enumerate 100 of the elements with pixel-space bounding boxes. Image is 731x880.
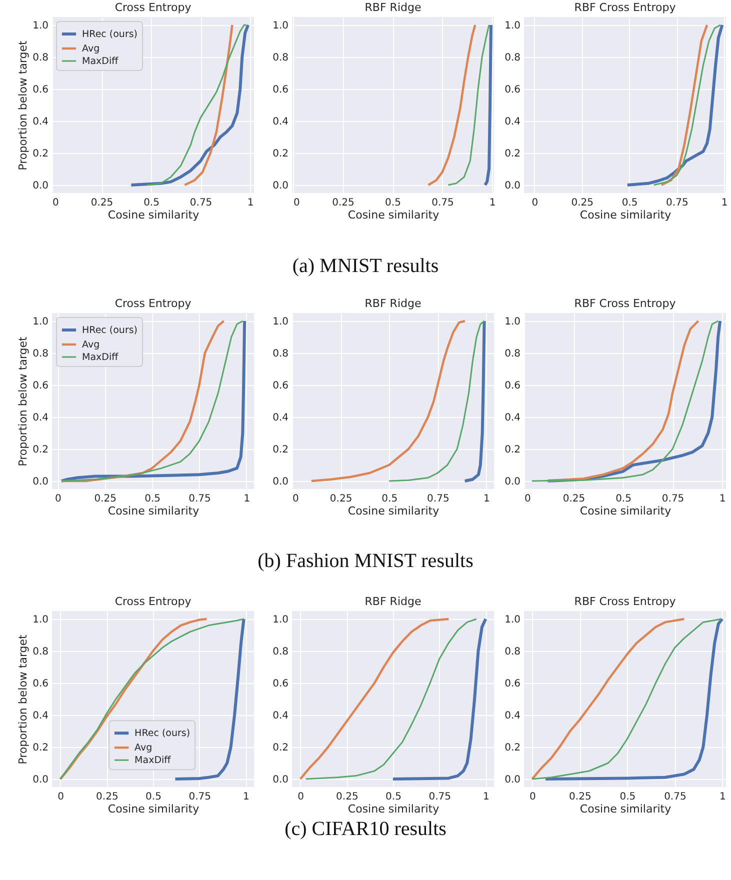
y-tick-label: 0.6 (504, 380, 520, 392)
x-tick-label: 1 (484, 494, 490, 504)
y-tick-label: 0.2 (504, 148, 520, 160)
y-tick-label: 0.6 (272, 84, 288, 96)
y-tick-label: 0.4 (32, 412, 48, 424)
line-series (447, 24, 490, 186)
y-tick-label: 0.0 (32, 774, 48, 786)
chart-title: RBF Cross Entropy (574, 1, 676, 14)
y-axis-title: Proportion below target (16, 40, 30, 170)
chart-title: RBF Ridge (364, 297, 422, 310)
y-tick-label: 0.2 (272, 742, 288, 754)
x-tick-label: 0.75 (190, 198, 212, 208)
x-tick-label: 1 (721, 198, 728, 208)
x-tick-label: 0.5 (144, 198, 160, 208)
line-series (388, 320, 486, 482)
x-tick-label: 0.5 (144, 494, 161, 504)
text: (b) Fashion MNIST results (256, 550, 474, 573)
chart-title: Cross Entropy (114, 1, 192, 14)
x-tick-label: 0.5 (146, 792, 162, 802)
x-tick-label: 0.75 (662, 494, 684, 504)
chart-title: Cross Entropy (114, 297, 192, 310)
line-series (427, 24, 476, 186)
y-tick-label: 0.4 (272, 412, 288, 424)
line-series (310, 320, 466, 482)
line-series (463, 320, 486, 482)
y-tick-label: 0.8 (32, 646, 48, 658)
x-axis-title: Cosine similarity (580, 802, 672, 816)
y-tick-label: 1.0 (32, 614, 48, 626)
x-tick-label: 0 (298, 792, 304, 802)
y-tick-label: 0.8 (272, 646, 288, 658)
line-series (626, 24, 724, 186)
x-tick-label: 0.25 (336, 792, 358, 802)
y-tick-label: 0.6 (504, 678, 520, 690)
y-tick-label: 0.4 (504, 710, 520, 722)
x-axis-title: Cosine similarity (348, 504, 440, 518)
legend-label: MaxDiff (82, 352, 119, 363)
y-tick-label: 0.0 (504, 180, 520, 192)
x-tick-label: 0.25 (562, 494, 586, 504)
x-tick-label: 0 (58, 792, 64, 802)
y-tick-label: 0.6 (504, 84, 520, 96)
x-tick-label: 1 (244, 494, 250, 504)
text: (c) CIFAR10 results (284, 818, 448, 841)
x-tick-label: 0.25 (90, 198, 114, 208)
y-tick-label: 0.2 (32, 444, 48, 456)
line-series (299, 618, 450, 780)
y-tick-label: 1.0 (504, 20, 520, 32)
y-tick-label: 0.6 (272, 380, 288, 392)
x-axis-title: Cosine similarity (108, 504, 200, 518)
legend-label: MaxDiff (82, 56, 119, 67)
x-axis-title: Cosine similarity (348, 802, 440, 816)
y-tick-label: 0.0 (272, 774, 288, 786)
y-tick-label: 0.2 (504, 742, 520, 754)
chart-title: RBF Cross Entropy (574, 595, 676, 608)
line-series (653, 24, 722, 186)
y-tick-label: 0.6 (272, 678, 288, 690)
x-tick-label: 0.75 (188, 792, 211, 802)
y-tick-label: 0.4 (504, 116, 520, 128)
x-tick-label: 0.25 (571, 198, 594, 208)
x-tick-label: 0.5 (382, 494, 398, 504)
x-tick-label: 1 (242, 792, 250, 802)
y-tick-label: 0.0 (32, 476, 48, 488)
text: (a) MNIST results (291, 255, 440, 278)
x-tick-label: 1 (489, 198, 496, 208)
y-tick-label: 0.4 (272, 710, 288, 722)
line-series (392, 618, 488, 780)
x-tick-label: 0.25 (332, 198, 354, 208)
y-tick-label: 0.8 (504, 348, 520, 360)
x-tick-label: 1 (247, 198, 254, 208)
x-tick-label: 0.5 (620, 792, 636, 802)
legend-label: Avg (82, 44, 100, 54)
x-tick-label: 0 (532, 198, 538, 208)
chart-title: RBF Ridge (364, 1, 422, 14)
y-tick-label: 0.8 (504, 646, 520, 658)
y-tick-label: 0.4 (272, 116, 288, 128)
x-tick-label: 0.5 (616, 494, 632, 504)
chart-title: RBF Ridge (364, 595, 422, 608)
y-tick-label: 0.2 (272, 444, 288, 456)
y-tick-label: 0.0 (272, 476, 288, 488)
y-tick-label: 1.0 (272, 614, 288, 626)
x-tick-label: 0.75 (664, 792, 686, 802)
x-axis-title: Cosine similarity (108, 802, 200, 816)
y-tick-label: 1.0 (272, 20, 288, 32)
y-tick-label: 1.0 (504, 614, 520, 626)
x-tick-label: 1 (482, 792, 490, 802)
legend-label: HRec (ours) (82, 325, 138, 336)
legend-label: MaxDiff (134, 755, 172, 766)
x-tick-label: 0.75 (428, 792, 451, 802)
y-tick-label: 0.4 (504, 412, 520, 424)
y-tick-label: 0.8 (32, 348, 48, 360)
y-axis-title: Proportion below target (16, 634, 30, 764)
line-series (59, 618, 208, 780)
y-tick-label: 1.0 (32, 20, 48, 32)
y-tick-label: 1.0 (272, 316, 288, 328)
y-axis-title: Proportion below target (16, 336, 30, 466)
x-tick-label: 0.5 (622, 198, 638, 208)
y-tick-label: 1.0 (504, 316, 520, 328)
y-tick-label: 0.8 (504, 52, 520, 64)
x-axis-title: Cosine similarity (580, 208, 672, 222)
x-tick-label: 0.75 (432, 198, 454, 208)
x-tick-label: 0.75 (427, 494, 450, 504)
